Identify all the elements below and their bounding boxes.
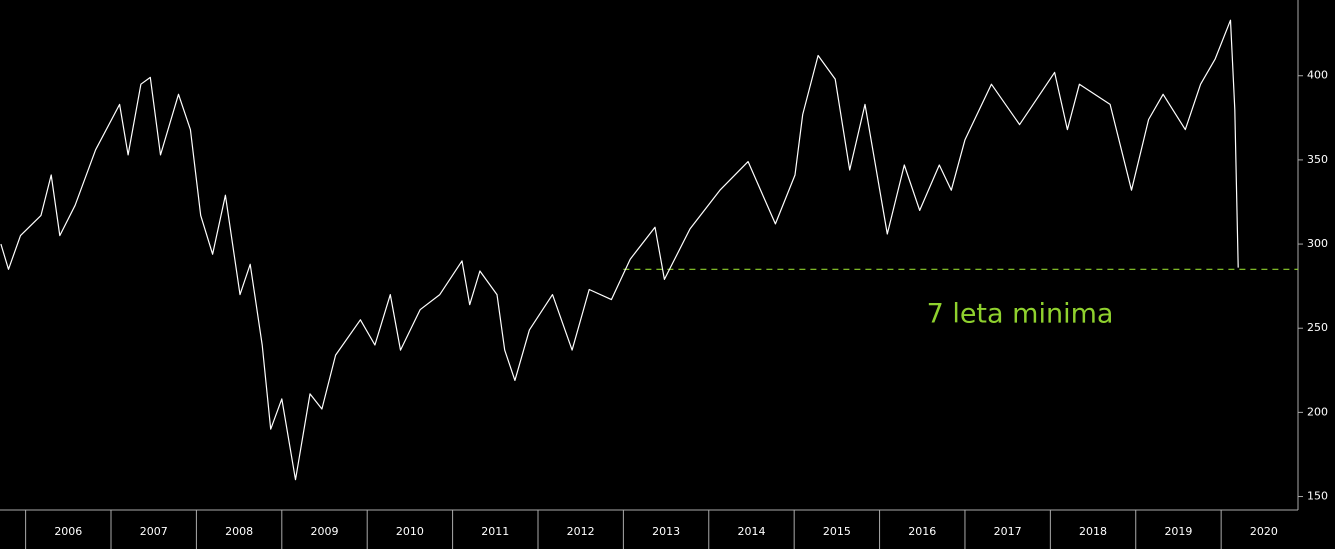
- x-tick-label: 2009: [311, 525, 339, 538]
- annotation: 7 leta minima: [927, 299, 1114, 330]
- y-tick-label: 150: [1307, 490, 1328, 503]
- x-tick-label: 2014: [737, 525, 765, 538]
- x-tick-label: 2006: [54, 525, 82, 538]
- x-tick-label: 2020: [1250, 525, 1278, 538]
- y-tick-label: 200: [1307, 405, 1328, 418]
- y-tick-label: 300: [1307, 237, 1328, 250]
- x-tick-label: 2008: [225, 525, 253, 538]
- price-line: [0, 19, 1239, 481]
- x-tick-label: 2010: [396, 525, 424, 538]
- y-tick-label: 400: [1307, 69, 1328, 82]
- x-tick-label: 2007: [140, 525, 168, 538]
- y-tick-label: 250: [1307, 321, 1328, 334]
- x-tick-label: 2018: [1079, 525, 1107, 538]
- x-tick-label: 2017: [994, 525, 1022, 538]
- x-tick-label: 2015: [823, 525, 851, 538]
- x-tick-label: 2019: [1164, 525, 1192, 538]
- x-tick-label: 2013: [652, 525, 680, 538]
- y-tick-label: 350: [1307, 153, 1328, 166]
- x-tick-label: 2016: [908, 525, 936, 538]
- x-tick-label: 2012: [567, 525, 595, 538]
- x-tick-label: 2011: [481, 525, 509, 538]
